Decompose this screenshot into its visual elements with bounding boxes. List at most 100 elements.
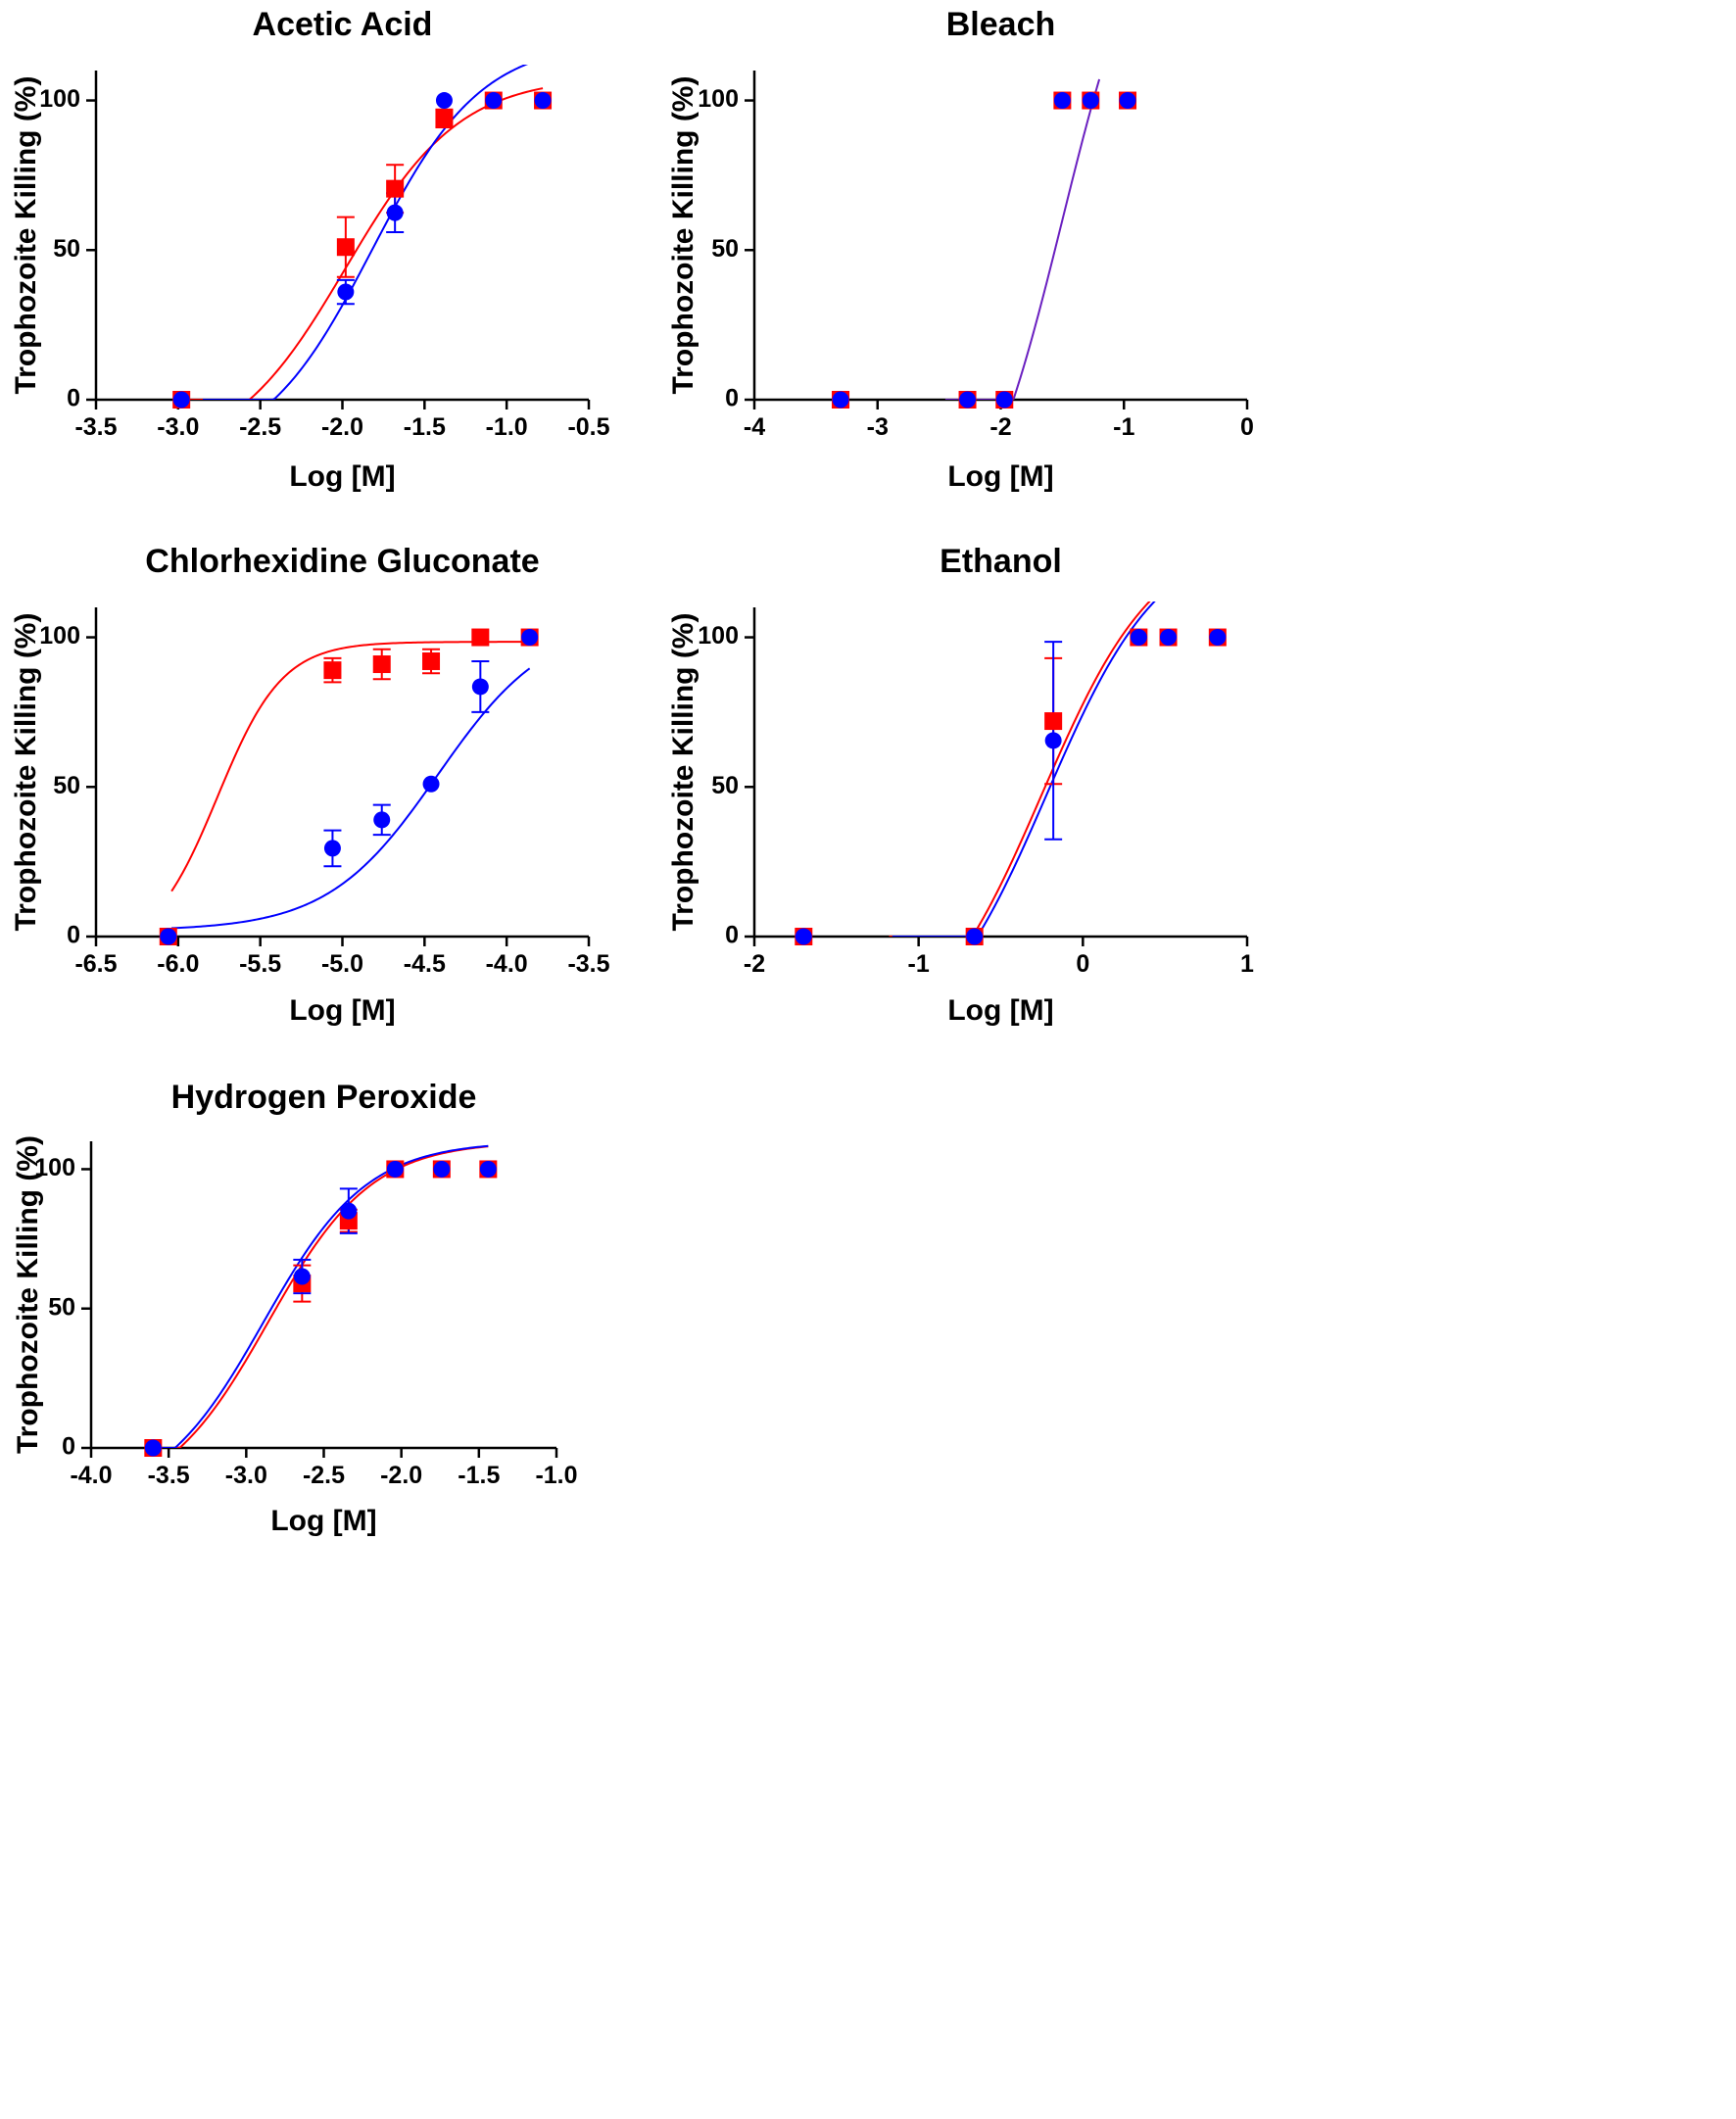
data-point-blue (1209, 629, 1227, 647)
x-tick-label: -3.5 (567, 950, 609, 978)
x-tick-label: -5.5 (239, 950, 281, 978)
data-point-red (435, 109, 454, 127)
y-tick-label: 0 (67, 385, 80, 412)
data-point-blue (471, 678, 489, 696)
y-axis-label: Trophozoite Killing (%) (667, 613, 699, 932)
data-point-blue (1130, 629, 1147, 647)
x-axis-label: Log [M] (947, 994, 1053, 1027)
data-point-blue (966, 928, 984, 945)
y-tick-label: 50 (711, 772, 739, 799)
x-tick-label: 1 (1240, 950, 1254, 978)
x-tick-label: -1 (908, 950, 930, 978)
x-axis-label: Log [M] (270, 1505, 376, 1537)
data-point-blue (795, 928, 812, 945)
x-tick-label: -4.5 (404, 950, 446, 978)
data-point-blue (323, 840, 341, 857)
y-tick-label: 100 (34, 1154, 75, 1181)
data-point-blue (433, 1160, 451, 1178)
x-axis-label: Log [M] (289, 994, 395, 1027)
data-point-blue (485, 92, 503, 110)
data-point-blue (995, 391, 1013, 409)
x-tick-label: -4 (744, 413, 765, 441)
fit-curve-blue (202, 65, 529, 400)
x-tick-label: -3.5 (74, 413, 117, 441)
panel-hydrogen-peroxide: Hydrogen Peroxide -4.0 -3.5 -3.0 -2.5 -2.0 -1.… (12, 1079, 578, 1537)
x-tick-label: -4.0 (486, 950, 528, 978)
x-tick-label: -1.0 (535, 1462, 577, 1489)
y-tick-label: 100 (698, 85, 739, 113)
data-point-red (323, 661, 342, 680)
y-tick-label: 50 (711, 235, 739, 263)
data-point-blue (422, 775, 440, 793)
data-point-red (471, 628, 490, 647)
fit-curve-blue (156, 1144, 489, 1448)
data-point-blue (1160, 629, 1178, 647)
data-point-blue (534, 92, 552, 110)
panel-ethanol: Ethanol -2 -1 0 1 0 50 100 Log [M] Trophozoite Ki… (667, 543, 1254, 1027)
panel-acetic-acid: Acetic Acid -3.5 -3.0 -2.5 -2.0 -1.5 -1.0 -0.5 0… (10, 6, 610, 493)
data-point-red (1044, 712, 1063, 731)
y-tick-label: 0 (725, 385, 739, 412)
x-tick-label: -6.5 (74, 950, 117, 978)
data-point-blue (386, 1160, 404, 1178)
data-point-red (386, 179, 405, 198)
data-point-red (336, 238, 355, 257)
x-tick-label: -6.0 (157, 950, 199, 978)
x-tick-label: -0.5 (567, 413, 609, 441)
y-axis-label: Trophozoite Killing (%) (12, 1135, 44, 1454)
x-axis-label: Log [M] (947, 460, 1053, 493)
y-tick-label: 50 (53, 772, 80, 799)
data-point-blue (1044, 732, 1062, 749)
data-point-blue (293, 1268, 311, 1285)
x-tick-label: -1 (1113, 413, 1134, 441)
data-point-blue (144, 1439, 162, 1457)
x-tick-label: -5.0 (321, 950, 363, 978)
data-point-blue (373, 811, 391, 829)
y-tick-label: 50 (53, 235, 80, 263)
x-tick-label: -3.0 (157, 413, 199, 441)
x-tick-label: -2 (744, 950, 765, 978)
x-tick-label: -3.0 (225, 1462, 267, 1489)
data-point-blue (337, 283, 355, 301)
x-tick-label: -2.5 (303, 1462, 345, 1489)
fit-curve-blue (171, 667, 531, 930)
data-point-blue (832, 391, 849, 409)
y-axis-label: Trophozoite Killing (%) (10, 613, 42, 932)
data-point-blue (479, 1160, 497, 1178)
data-point-blue (1053, 92, 1071, 110)
chart-title: Acetic Acid (253, 6, 433, 43)
x-tick-label: -4.0 (70, 1462, 112, 1489)
fit-curve-red (159, 1145, 489, 1448)
panel-chlorhexidine-gluconate: Chlorhexidine Gluconate -6.5 -6.0 -5.5 -5.0 -… (10, 543, 610, 1027)
x-tick-label: -2 (989, 413, 1011, 441)
chart-title: Hydrogen Peroxide (171, 1079, 477, 1116)
y-tick-label: 100 (39, 622, 80, 650)
panel-bleach: Bleach -4 -3 -2 -1 0 0 50 100 Log [M] Trophozoite … (667, 6, 1254, 493)
y-tick-label: 50 (48, 1293, 75, 1321)
x-axis-label: Log [M] (289, 460, 395, 493)
data-point-red (372, 655, 391, 674)
x-tick-label: -2.0 (380, 1462, 422, 1489)
data-point-blue (1082, 92, 1099, 110)
y-tick-label: 100 (698, 622, 739, 650)
x-tick-label: 0 (1240, 413, 1254, 441)
data-point-red (422, 651, 441, 670)
x-tick-label: -1.0 (486, 413, 528, 441)
data-point-blue (521, 629, 539, 647)
y-axis-label: Trophozoite Killing (%) (667, 76, 699, 395)
y-tick-label: 100 (39, 85, 80, 113)
x-tick-label: -2.0 (321, 413, 363, 441)
fit-curve-red (181, 87, 544, 400)
fit-curve-blue (944, 78, 1101, 400)
data-point-blue (386, 204, 404, 221)
chart-title: Chlorhexidine Gluconate (145, 543, 539, 580)
chart-title: Bleach (946, 6, 1056, 43)
x-tick-label: -2.5 (239, 413, 281, 441)
data-point-blue (340, 1202, 358, 1220)
data-point-blue (172, 391, 190, 409)
data-point-blue (160, 928, 177, 945)
y-tick-label: 0 (725, 922, 739, 949)
y-tick-label: 0 (62, 1433, 75, 1461)
data-point-blue (1119, 92, 1136, 110)
